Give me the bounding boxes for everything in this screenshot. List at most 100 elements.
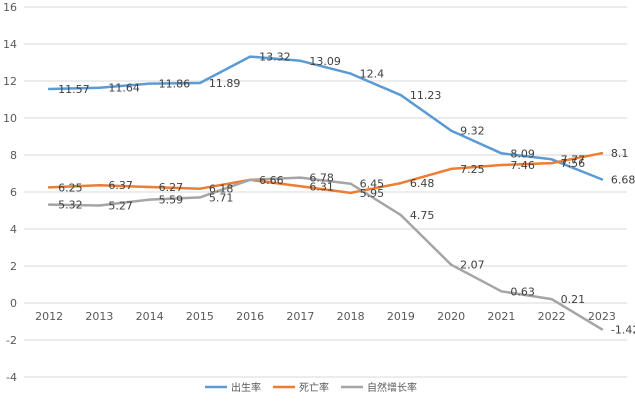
data-label-s0-1: 11.64	[108, 82, 140, 95]
data-point-s1-6	[349, 191, 352, 195]
y-tick-label: 16	[3, 1, 17, 14]
data-point-s1-3	[198, 187, 202, 190]
x-tick-label: 2016	[236, 310, 264, 323]
data-point-s2-10	[550, 297, 553, 301]
data-label-s1-1: 6.37	[108, 179, 133, 192]
data-point-s1-10	[550, 161, 553, 165]
data-label-s1-6: 5.95	[360, 187, 385, 200]
y-tick-label: -2	[6, 334, 17, 347]
data-point-s0-7	[399, 94, 403, 97]
data-label-s0-3: 11.89	[209, 77, 241, 90]
data-label-s0-11: 6.68	[611, 173, 635, 186]
data-point-s1-9	[500, 163, 503, 167]
legend-label-1: 死亡率	[299, 381, 329, 394]
x-tick-label: 2014	[136, 310, 164, 323]
data-point-s0-6	[349, 72, 352, 75]
y-tick-label: 0	[10, 297, 17, 310]
data-label-s1-0: 6.25	[58, 181, 83, 194]
data-label-s0-4: 13.32	[259, 51, 291, 64]
data-point-s2-0	[47, 203, 51, 206]
data-point-s2-8	[449, 263, 453, 266]
data-label-s1-11: 8.1	[611, 147, 629, 160]
y-tick-label: 10	[3, 112, 17, 125]
data-label-s0-2: 11.86	[159, 78, 191, 91]
data-point-s2-5	[299, 176, 302, 179]
data-label-s1-7: 6.48	[410, 177, 435, 190]
data-point-s1-5	[299, 185, 302, 188]
data-label-s2-10: 0.21	[561, 293, 586, 306]
data-label-s1-8: 7.25	[460, 163, 485, 176]
data-label-s2-3: 5.71	[209, 191, 234, 204]
legend-label-0: 出生率	[231, 381, 261, 394]
y-tick-label: 4	[10, 223, 17, 236]
series-line-0	[47, 55, 604, 181]
data-point-s2-3	[198, 196, 202, 199]
series-line-2	[47, 176, 604, 331]
data-label-s0-9: 8.09	[510, 147, 535, 160]
data-label-s2-8: 2.07	[460, 259, 485, 272]
legend: 出生率 死亡率 自然增长率	[205, 381, 417, 394]
x-tick-label: 2021	[487, 310, 515, 323]
series-layer	[47, 55, 604, 331]
data-label-s0-8: 9.32	[460, 125, 485, 138]
x-tick-label: 2018	[337, 310, 365, 323]
x-tick-label: 2020	[437, 310, 465, 323]
x-tick-label: 2013	[85, 310, 113, 323]
data-point-s2-7	[399, 213, 403, 217]
x-tick-label: 2019	[387, 310, 415, 323]
data-point-s0-3	[198, 81, 202, 85]
data-point-s2-1	[98, 204, 101, 207]
data-label-s2-11: -1.42	[611, 323, 635, 336]
data-label-s1-9: 7.46	[510, 159, 535, 172]
gridlines	[24, 6, 627, 378]
data-point-s1-11	[600, 151, 604, 155]
y-tick-label: 8	[10, 149, 17, 162]
data-point-s0-0	[47, 87, 51, 91]
y-tick-label: -4	[6, 371, 17, 384]
data-point-s1-2	[148, 185, 151, 189]
data-label-s2-2: 5.59	[159, 194, 184, 207]
y-axis: -4 -2 0 2 4 6 8 10 12 14 16	[3, 1, 17, 384]
data-label-s0-7: 11.23	[410, 89, 442, 102]
data-point-s1-0	[47, 186, 51, 189]
data-label-s2-1: 5.27	[108, 200, 133, 213]
data-label-s1-4: 6.66	[259, 174, 284, 187]
data-point-s2-2	[148, 198, 151, 201]
data-point-s0-8	[449, 129, 453, 132]
y-tick-label: 14	[3, 38, 17, 51]
x-axis: 2012 2013 2014 2015 2016 2017 2018 2019 2020 2021…	[35, 310, 616, 323]
data-point-s2-4	[248, 178, 252, 181]
data-point-s2-9	[500, 290, 503, 293]
data-point-s1-7	[399, 181, 403, 185]
y-tick-label: 6	[10, 186, 17, 199]
data-point-s0-11	[600, 178, 604, 181]
data-point-s2-11	[600, 328, 604, 331]
data-label-s1-5: 6.31	[309, 180, 334, 193]
data-label-s2-5: 6.78	[309, 172, 334, 185]
data-point-s2-6	[349, 182, 352, 185]
series-line-1	[47, 151, 604, 195]
data-label-s0-10: 7.77	[561, 153, 586, 166]
x-tick-label: 2017	[286, 310, 314, 323]
data-label-s0-6: 12.4	[360, 68, 385, 81]
data-point-s1-8	[449, 167, 453, 171]
y-tick-label: 12	[3, 75, 17, 88]
data-label-s1-2: 6.27	[159, 181, 184, 194]
x-tick-label: 2022	[538, 310, 566, 323]
data-label-s1-10: 7.56	[561, 157, 586, 170]
data-label-s0-5: 13.09	[309, 55, 341, 68]
data-point-s1-1	[98, 183, 101, 187]
data-label-s0-0: 11.57	[58, 83, 90, 96]
data-point-s0-9	[500, 152, 503, 155]
legend-label-2: 自然增长率	[367, 381, 417, 394]
data-label-s2-0: 5.32	[58, 199, 83, 212]
y-tick-label: 2	[10, 260, 17, 273]
data-point-s0-10	[550, 158, 553, 161]
data-label-s1-3: 6.18	[209, 183, 234, 196]
data-labels: 11.57 11.64 11.86 11.89 13.32 13.09 12.4 11.23 9…	[58, 51, 635, 337]
data-label-s2-9: 0.63	[510, 285, 535, 298]
x-tick-label: 2015	[186, 310, 214, 323]
data-point-s0-5	[299, 59, 302, 63]
